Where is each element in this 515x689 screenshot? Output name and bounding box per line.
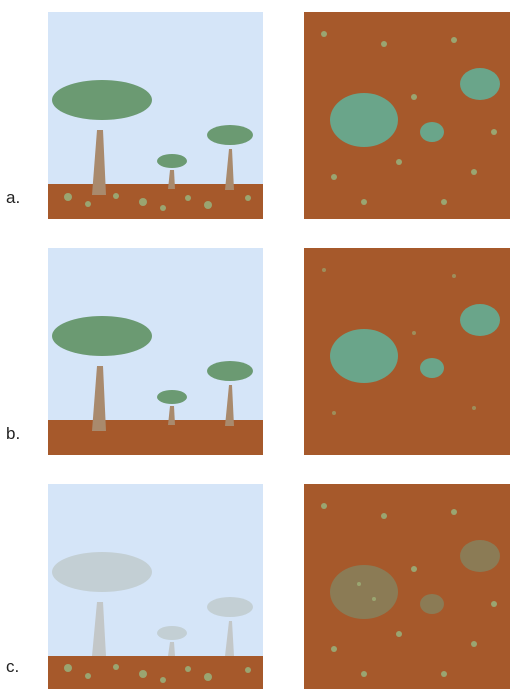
top-view-panel-a <box>304 12 510 219</box>
row-label-b: b. <box>6 424 21 443</box>
side-view-panel-c <box>48 484 263 689</box>
canopy-blob <box>330 93 398 147</box>
side-view-panel-b <box>48 248 263 455</box>
tree-canopy <box>52 80 152 120</box>
top-view-panel-b <box>304 248 510 455</box>
top-view-panel-c <box>304 484 510 689</box>
savanna-top-view-b <box>304 248 510 455</box>
row-label-c: c. <box>6 657 20 676</box>
savanna-top-view-a <box>304 12 510 219</box>
savanna-top-view-c <box>304 484 510 689</box>
row-label-a: a. <box>6 188 21 207</box>
savanna-side-view-b <box>48 248 263 455</box>
savanna-side-view-c <box>48 484 263 689</box>
tree-trunk <box>92 130 106 195</box>
side-view-panel-a <box>48 12 263 219</box>
savanna-side-view-a <box>48 12 263 219</box>
